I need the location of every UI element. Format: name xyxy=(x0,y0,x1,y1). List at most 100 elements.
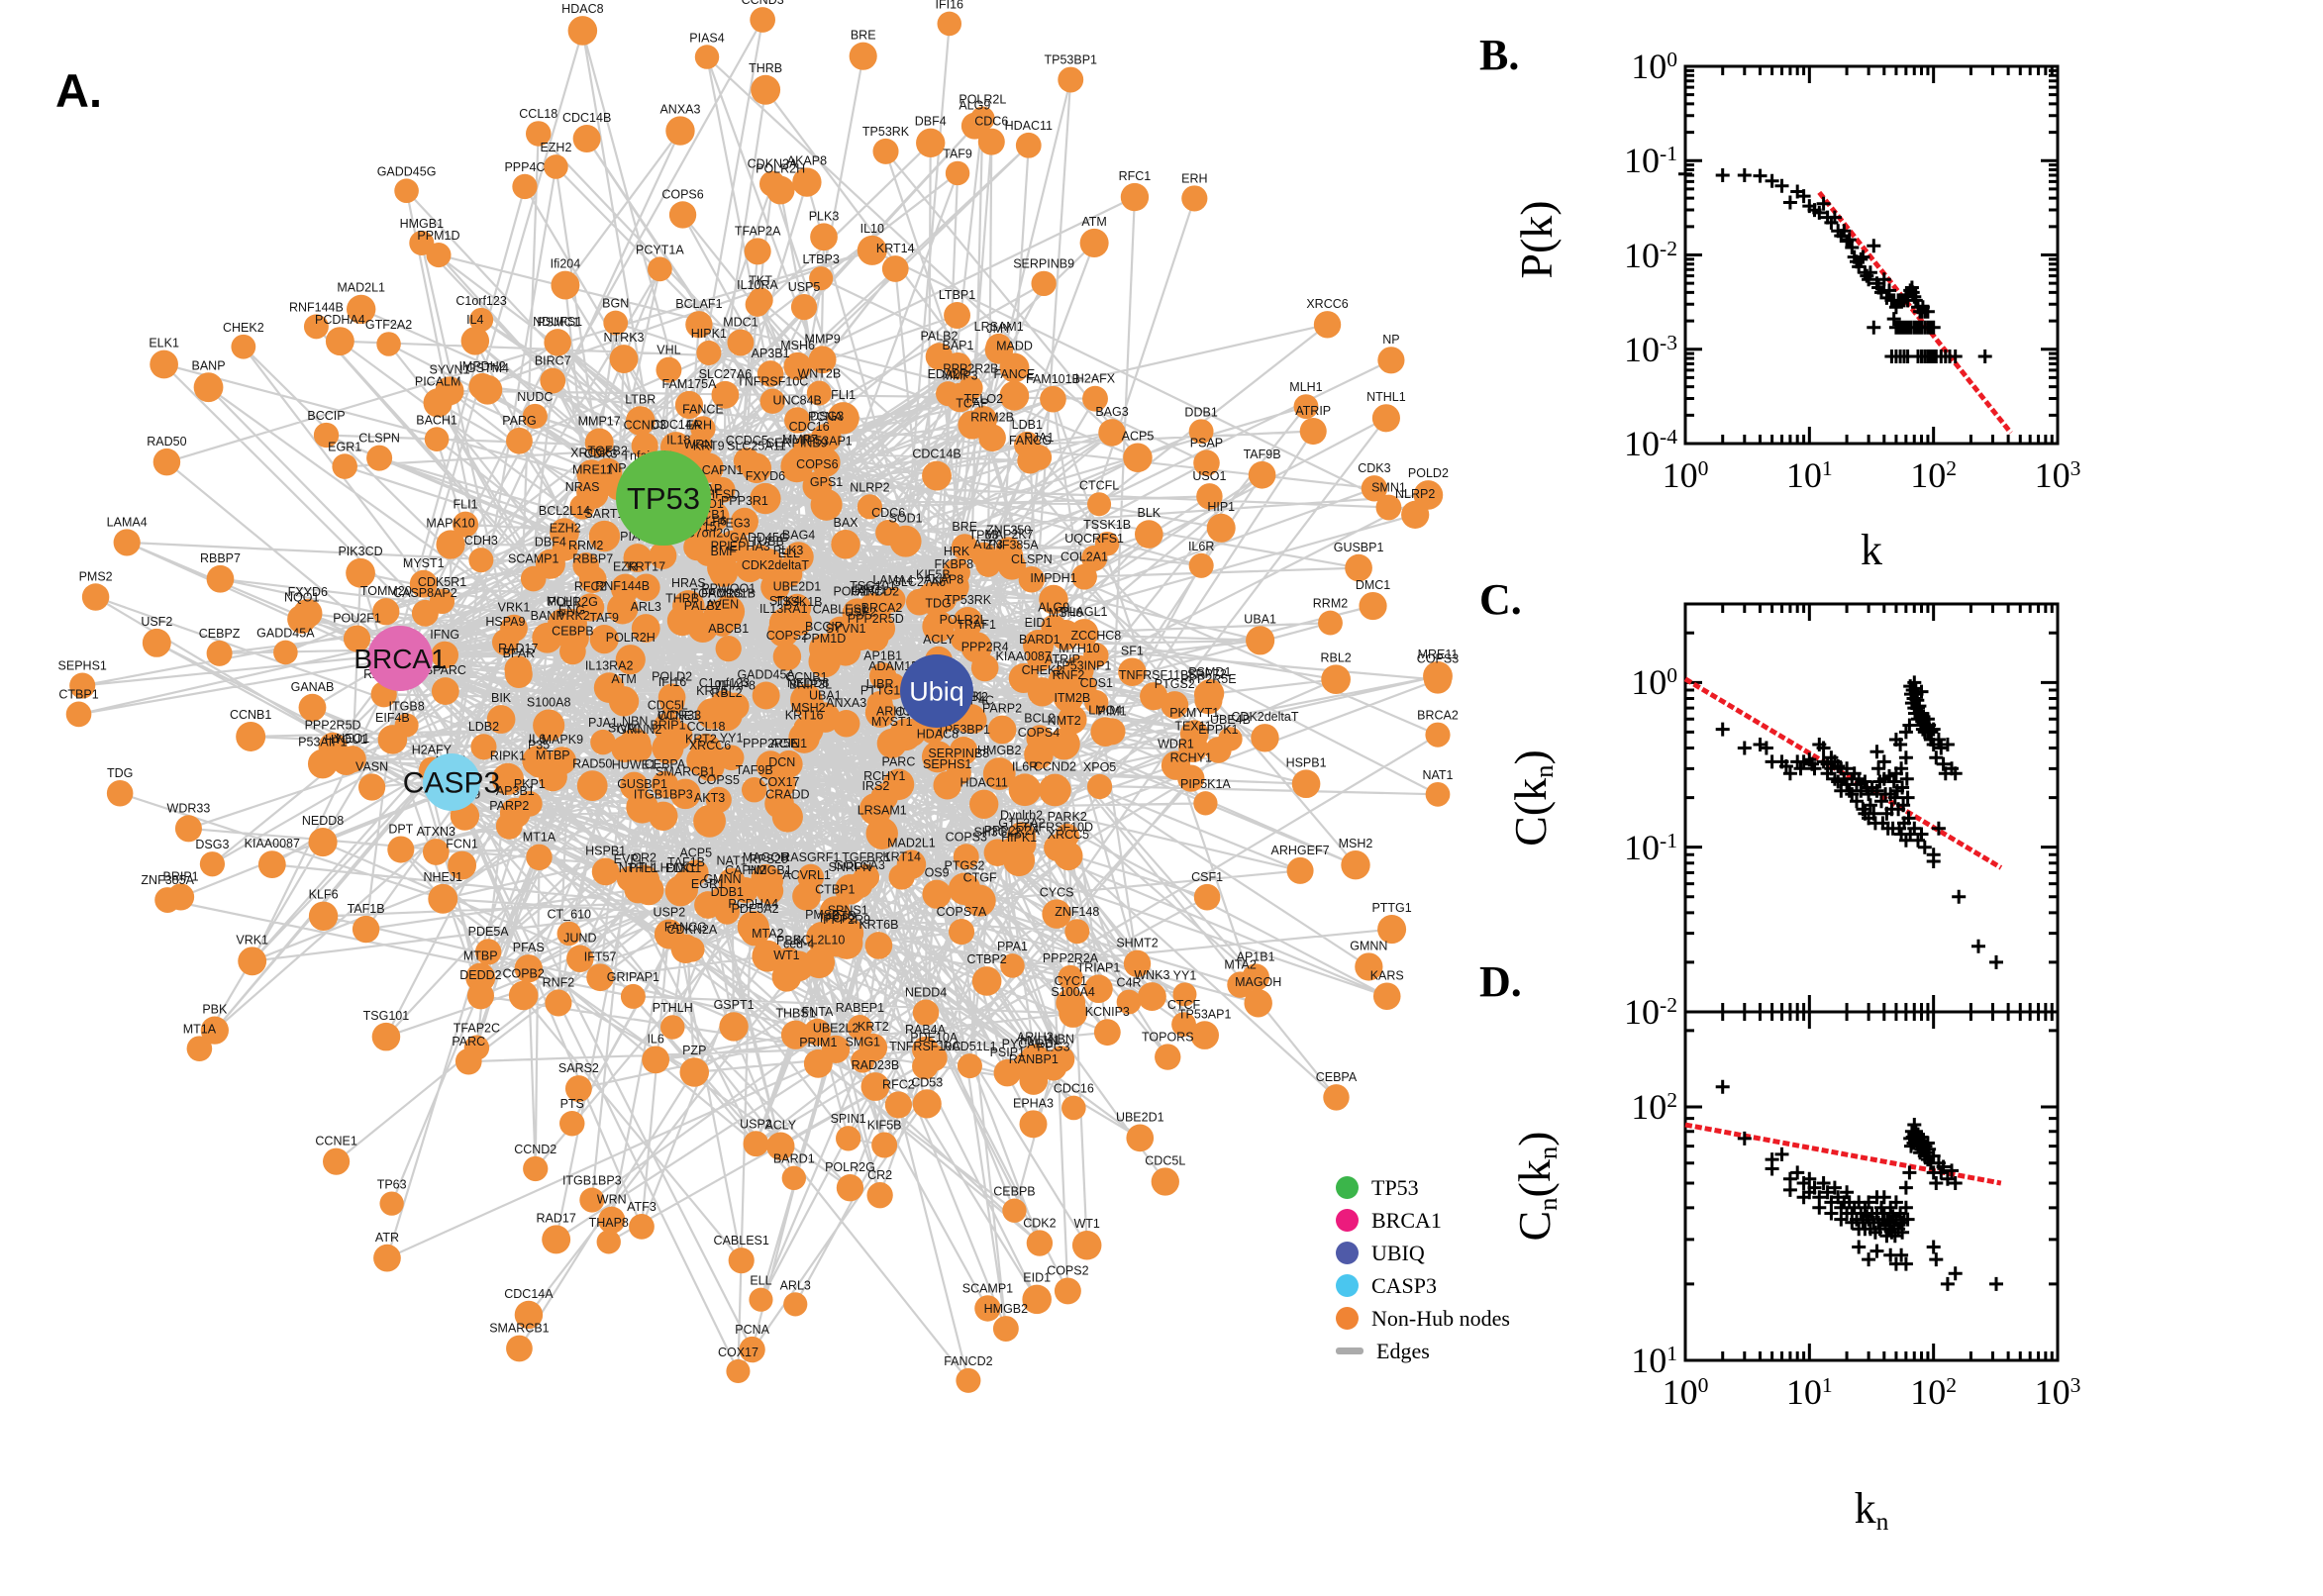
network-node xyxy=(920,1045,948,1072)
network-node-label: CDS1 xyxy=(1080,676,1113,690)
network-node xyxy=(872,138,899,164)
network-node xyxy=(1039,584,1068,615)
network-node-label: TP63 xyxy=(969,529,999,543)
network-node xyxy=(749,1287,773,1312)
network-node xyxy=(423,388,453,418)
network-node-label: KIAA0087 xyxy=(245,837,300,850)
legend-node-swatch xyxy=(1336,1242,1359,1264)
network-node xyxy=(836,1174,864,1202)
network-node-label: PJA1 xyxy=(1024,431,1054,445)
network-node-label: RAD50 xyxy=(572,756,612,770)
network-node xyxy=(864,697,896,728)
network-node-label: MAGOH xyxy=(743,850,789,864)
network-node-label: AP1B1 xyxy=(863,648,902,662)
network-node-label: H2AFY xyxy=(412,743,453,756)
panel-c-label: C. xyxy=(1479,575,1522,624)
network-node xyxy=(431,677,459,705)
network-node-label: NEO1 xyxy=(336,732,369,746)
network-node-label: POU2F1 xyxy=(833,584,881,598)
network-node xyxy=(394,178,419,204)
network-node xyxy=(620,983,646,1009)
network-node xyxy=(829,922,858,952)
network-node xyxy=(810,223,838,251)
network-node-label: IL13RA2 xyxy=(585,658,634,672)
hub-node-tp53 xyxy=(616,450,711,546)
network-node xyxy=(696,340,722,365)
network-node-label: RBL2 xyxy=(711,686,742,700)
network-node-label: AKAP8 xyxy=(924,573,963,587)
network-node xyxy=(757,360,784,387)
network-node xyxy=(273,640,298,665)
network-node-label: UBE4B xyxy=(1210,713,1251,727)
network-node-label: hMLH1 xyxy=(1020,1034,1060,1047)
network-node xyxy=(835,874,865,905)
network-node-label: TGFB2 xyxy=(588,445,628,458)
network-node-label: SYVN1 xyxy=(825,622,865,636)
network-node xyxy=(1022,1284,1052,1315)
network-node-label: P53AIP1 xyxy=(298,736,347,749)
network-node-label: SART1 xyxy=(584,507,624,521)
network-node-label: CCNB1 xyxy=(230,708,271,722)
network-node-label: HIPK1 xyxy=(1001,831,1037,845)
panel-d-plot xyxy=(1683,1010,2060,1362)
network-node-label: ACLY xyxy=(923,633,955,647)
network-node-label: XRCC6 xyxy=(1306,297,1348,311)
network-node xyxy=(533,709,565,742)
network-node-label: COX17 xyxy=(759,775,800,789)
network-node-label: SHMT2 xyxy=(1116,937,1158,950)
network-node xyxy=(960,112,988,140)
x-tick-label: 102 xyxy=(1910,1372,1958,1412)
network-node xyxy=(1087,492,1112,517)
network-node-label: SEPHS1 xyxy=(923,757,971,771)
network-node xyxy=(679,1057,710,1087)
network-node-label: ACLY xyxy=(764,1119,796,1133)
network-node-label: MRE11 xyxy=(1418,648,1459,661)
network-node-label: COPS6 xyxy=(796,457,838,471)
network-node xyxy=(572,125,601,153)
network-node-label: UBE2D1 xyxy=(1116,1111,1164,1125)
network-node-label: NRAS xyxy=(565,480,600,494)
network-node-label: CAPN2 xyxy=(725,863,766,877)
network-node xyxy=(1048,728,1080,760)
network-node xyxy=(589,625,619,654)
network-node-label: CDK2deltaT xyxy=(742,558,809,572)
legend-node-swatch xyxy=(1336,1176,1359,1199)
network-node-label: MSH2 xyxy=(1339,837,1373,850)
network-node-label: IFI16 xyxy=(658,675,687,689)
network-node xyxy=(298,693,327,722)
network-node-label: TP53RK xyxy=(862,125,910,139)
network-node xyxy=(491,762,525,795)
network-node xyxy=(884,1091,912,1119)
network-node-label: SCAMP1 xyxy=(508,552,558,566)
network-node xyxy=(1000,953,1025,978)
network-node xyxy=(426,243,452,268)
network-node-label: ITM2B xyxy=(1054,691,1090,705)
network-node-label: VASN xyxy=(355,759,388,773)
network-node-label: KARS xyxy=(1370,968,1404,982)
network-node xyxy=(629,1213,655,1240)
network-node-label: PCYT1A xyxy=(636,243,684,256)
network-node xyxy=(775,947,802,974)
network-node-label: PIP5K1A xyxy=(1180,777,1231,791)
network-node-label: PSIP1 xyxy=(990,1046,1025,1059)
network-node-label: SLC27A6 xyxy=(893,575,947,589)
network-node-label: PPP4C xyxy=(504,160,545,174)
network-node-label: PPP2R4 xyxy=(961,641,1009,654)
network-node xyxy=(745,292,770,317)
network-node xyxy=(1116,989,1142,1015)
network-node xyxy=(685,311,713,339)
network-node-label: XRCC5 xyxy=(1048,828,1089,842)
network-node-label: UQCRFS1 xyxy=(1064,532,1124,546)
network-node xyxy=(564,1075,592,1103)
network-node-label: BIK xyxy=(491,691,512,705)
network-node-label: TFCP2 xyxy=(818,911,858,925)
network-node-label: TAF9B xyxy=(736,763,773,777)
network-node xyxy=(1377,347,1405,374)
network-node xyxy=(1425,781,1451,807)
network-node-label: ARL3 xyxy=(631,600,661,614)
x-tick-label: 103 xyxy=(2034,455,2081,495)
network-node-label: CTBP1 xyxy=(815,882,855,896)
network-node-label: KCNIP3 xyxy=(1085,1005,1130,1019)
network-node-label: COL2A1 xyxy=(1060,550,1108,564)
network-node-label: BRIP1 xyxy=(162,869,198,883)
